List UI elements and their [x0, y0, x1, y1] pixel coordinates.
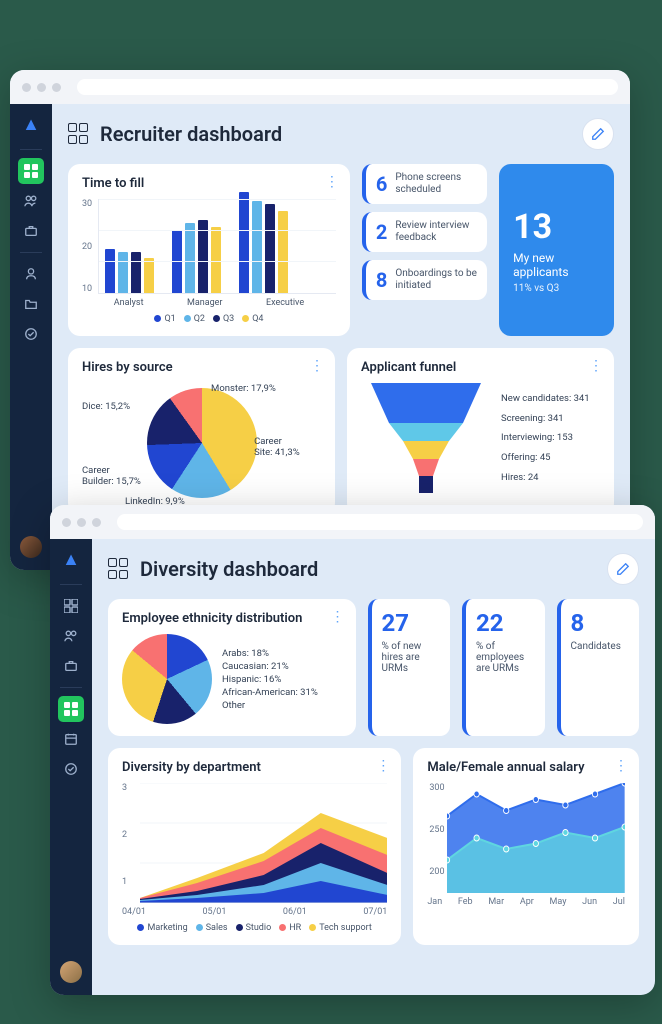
- more-icon[interactable]: ⋮: [325, 174, 340, 190]
- x-axis: 04/0105/0106/0107/01: [122, 907, 387, 917]
- stat-column: 6Phone screens scheduled 2Review intervie…: [362, 164, 487, 336]
- logo-icon: ▲: [22, 114, 40, 135]
- avatar[interactable]: [60, 961, 82, 983]
- bar-chart: [98, 199, 336, 294]
- sidebar-item-people[interactable]: [18, 188, 44, 214]
- address-bar[interactable]: [117, 514, 643, 530]
- sidebar: ▲: [50, 539, 92, 995]
- sidebar-item-people[interactable]: [58, 623, 84, 649]
- pie-chart-area: Career Site: 41,3%Monster: 17,9%Dice: 15…: [82, 383, 321, 503]
- line-chart: [447, 783, 625, 893]
- dashboard-icon: [68, 123, 90, 145]
- salary-card: Male/Female annual salary ⋮ 300250200 Ja…: [413, 748, 639, 945]
- sidebar-item-user[interactable]: [18, 261, 44, 287]
- stat-card: 8Candidates: [557, 599, 640, 736]
- window-chrome: [50, 505, 655, 539]
- sidebar-item-briefcase[interactable]: [58, 653, 84, 679]
- funnel-card: Applicant funnel ⋮ New candidates: 341Sc…: [347, 348, 614, 515]
- sidebar-item-check[interactable]: [18, 321, 44, 347]
- big-stat-number: 13: [513, 207, 600, 247]
- hires-card: Hires by source ⋮ Career Site: 41,3%Mons…: [68, 348, 335, 515]
- y-axis: 321: [122, 783, 127, 887]
- window-chrome: [10, 70, 630, 104]
- logo-icon: ▲: [62, 549, 80, 570]
- time-to-fill-card: Time to fill ⋮ 302010 AnalystManagerExec…: [68, 164, 350, 336]
- pie-legend: Arabs: 18% Caucasian: 21% Hispanic: 16% …: [222, 646, 318, 713]
- page-title: Diversity dashboard: [140, 557, 597, 581]
- address-bar[interactable]: [77, 79, 618, 95]
- dashboard-icon: [108, 558, 130, 580]
- diversity-window: ▲ Diver: [50, 505, 655, 995]
- page-title: Recruiter dashboard: [100, 122, 572, 146]
- sidebar-item-check[interactable]: [58, 756, 84, 782]
- legend: MarketingSalesStudioHRTech support: [122, 923, 387, 933]
- card-title: Time to fill: [82, 176, 336, 191]
- diversity-dept-card: Diversity by department ⋮ 321 04/0105/01…: [108, 748, 401, 945]
- card-title: Diversity by department: [122, 760, 387, 775]
- stat-item[interactable]: 6Phone screens scheduled: [362, 164, 487, 204]
- sidebar-item-calendar[interactable]: [58, 726, 84, 752]
- stat-item[interactable]: 2Review interview feedback: [362, 212, 487, 252]
- more-icon[interactable]: ⋮: [331, 609, 346, 625]
- card-title: Employee ethnicity distribution: [122, 611, 342, 626]
- more-icon[interactable]: ⋮: [614, 758, 629, 774]
- ethnicity-card: Employee ethnicity distribution ⋮ Arabs:…: [108, 599, 356, 736]
- sidebar-item-diversity[interactable]: [58, 696, 84, 722]
- funnel-chart: [361, 383, 491, 493]
- sidebar: ▲: [10, 104, 52, 570]
- big-stat-sub: 11% vs Q3: [513, 283, 600, 294]
- more-icon[interactable]: ⋮: [376, 758, 391, 774]
- more-icon[interactable]: ⋮: [310, 358, 325, 374]
- sidebar-item-dashboard[interactable]: [58, 593, 84, 619]
- sidebar-item-folder[interactable]: [18, 291, 44, 317]
- funnel-labels: New candidates: 341Screening: 341Intervi…: [501, 383, 590, 493]
- stat-card: 22% of employees are URMs: [462, 599, 545, 736]
- area-chart: [140, 783, 387, 903]
- card-title: Applicant funnel: [361, 360, 600, 375]
- x-categories: AnalystManagerExecutive: [82, 298, 336, 308]
- stat-item[interactable]: 8Onboardings to be initiated: [362, 260, 487, 300]
- sidebar-item-dashboard[interactable]: [18, 158, 44, 184]
- more-icon[interactable]: ⋮: [589, 358, 604, 374]
- recruiter-window: ▲ Recru: [10, 70, 630, 570]
- stat-card: 27% of new hires are URMs: [368, 599, 451, 736]
- x-axis: JanFebMarAprMayJunJul: [427, 897, 625, 907]
- edit-button[interactable]: [582, 118, 614, 150]
- big-stat-card: 13 My new applicants 11% vs Q3: [499, 164, 614, 336]
- legend: Q1Q2Q3Q4: [82, 314, 336, 324]
- avatar[interactable]: [20, 536, 42, 558]
- big-stat-label: My new applicants: [513, 251, 600, 279]
- edit-button[interactable]: [607, 553, 639, 585]
- sidebar-item-briefcase[interactable]: [18, 218, 44, 244]
- pie-chart: [122, 634, 212, 724]
- card-title: Male/Female annual salary: [427, 760, 625, 775]
- card-title: Hires by source: [82, 360, 321, 375]
- y-axis: 302010: [82, 199, 92, 294]
- y-axis: 300250200: [429, 783, 444, 877]
